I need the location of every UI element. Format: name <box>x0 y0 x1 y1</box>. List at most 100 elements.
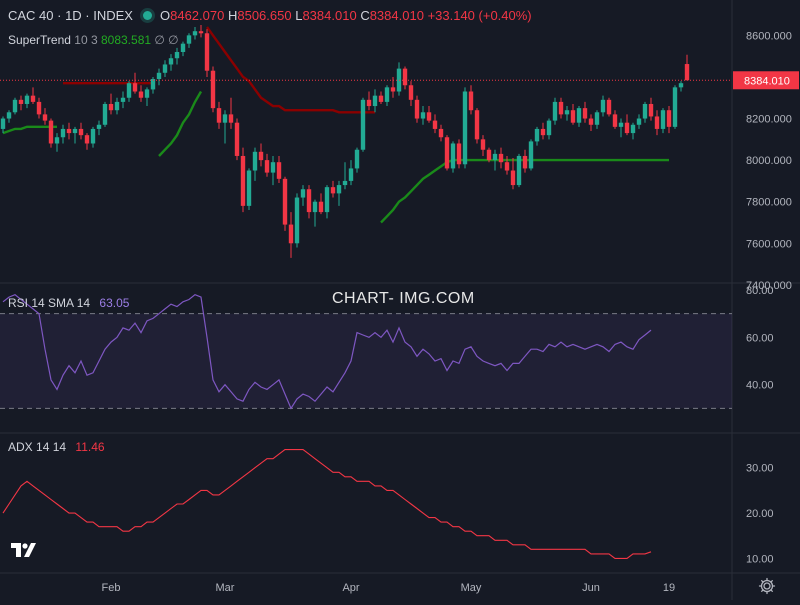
candle-body <box>336 185 342 194</box>
candle-body <box>540 128 546 136</box>
candle-body <box>102 103 108 125</box>
candle-body <box>594 112 600 125</box>
symbol-legend[interactable]: CAC 40 · 1D · INDEX O8462.070 H8506.650 L… <box>8 8 532 23</box>
candle-body <box>150 79 156 90</box>
candle-body <box>90 128 96 144</box>
candle-body <box>666 110 672 127</box>
candle-body <box>78 128 84 136</box>
candle-body <box>648 103 654 117</box>
candle-body <box>132 83 138 92</box>
candle-body <box>30 95 36 102</box>
candle-body <box>672 87 678 127</box>
candle-body <box>288 224 294 244</box>
candle-body <box>468 91 474 111</box>
tradingview-logo-icon[interactable] <box>10 540 38 560</box>
candle-body <box>558 101 564 115</box>
price-tick-label: 7800.000 <box>746 197 792 209</box>
candle-body <box>0 118 6 129</box>
candle-body <box>600 99 606 113</box>
time-tick-label: Jun <box>582 582 600 594</box>
low-value: 8384.010 <box>302 8 357 23</box>
supertrend-line-up <box>2 125 57 135</box>
candle-body <box>36 101 42 115</box>
candle-body <box>180 43 186 52</box>
candle-body <box>234 122 240 156</box>
candle-body <box>84 135 90 144</box>
low-label: L <box>295 8 303 23</box>
rsi-legend[interactable]: RSI 14 SMA 14 63.05 <box>8 296 129 310</box>
candle-body <box>24 95 30 104</box>
candle-body <box>408 85 414 100</box>
rsi-value: 63.05 <box>99 296 130 310</box>
rsi-tick-label: 80.00 <box>746 285 774 297</box>
price-tick-label: 8000.000 <box>746 155 792 167</box>
adx-tick-label: 20.00 <box>746 508 774 520</box>
time-tick-label: May <box>461 582 482 594</box>
candle-body <box>606 99 612 115</box>
candle-body <box>192 31 198 36</box>
candle-body <box>108 103 114 111</box>
adx-tick-label: 30.00 <box>746 463 774 475</box>
price-tick-label: 7600.000 <box>746 238 792 250</box>
candle-body <box>510 170 516 186</box>
candle-body <box>354 149 360 169</box>
time-tick-label: 19 <box>663 582 675 594</box>
candle-body <box>528 141 534 169</box>
candle-body <box>576 108 582 123</box>
rsi-params: 14 SMA 14 <box>31 296 91 310</box>
candle-body <box>174 51 180 59</box>
candle-body <box>282 178 288 225</box>
supertrend-params: 10 3 <box>74 33 98 47</box>
candle-body <box>198 31 204 34</box>
supertrend-legend[interactable]: SuperTrend 10 3 8083.581 ∅ ∅ <box>8 33 179 47</box>
last-price-badge <box>733 71 799 90</box>
candle-body <box>546 120 552 136</box>
last-price-label: 8384.010 <box>744 75 790 87</box>
candle-body <box>444 137 450 169</box>
adx-line <box>2 449 652 559</box>
adx-legend[interactable]: ADX 14 14 11.46 <box>8 440 105 454</box>
candle-body <box>12 99 18 113</box>
candle-body <box>654 116 660 129</box>
candle-body <box>384 87 390 102</box>
candle-body <box>144 89 150 98</box>
price-tick-label: 8200.000 <box>746 114 792 126</box>
supertrend-value: 8083.581 <box>100 33 152 47</box>
candle-body <box>306 189 312 213</box>
candle-body <box>204 33 210 71</box>
adx-value: 11.46 <box>75 440 105 454</box>
candle-body <box>228 114 234 123</box>
candle-body <box>318 201 324 213</box>
candle-body <box>324 187 330 213</box>
symbol-title[interactable]: CAC 40 · 1D · INDEX <box>8 8 133 23</box>
rsi-name: RSI <box>8 296 29 310</box>
adx-tick-label: 10.00 <box>746 553 774 565</box>
change-value: +33.140 (+0.40%) <box>427 8 532 23</box>
candle-body <box>612 114 618 127</box>
candle-body <box>486 149 492 161</box>
candle-body <box>642 103 648 119</box>
candle-body <box>114 101 120 111</box>
candle-body <box>240 155 246 206</box>
price-tick-label: 8600.000 <box>746 30 792 42</box>
candle-body <box>618 122 624 127</box>
adx-name: ADX <box>8 440 33 454</box>
candle-body <box>60 128 66 138</box>
candle-body <box>210 70 216 109</box>
candle-body <box>678 83 684 88</box>
candle-body <box>300 189 306 198</box>
candle-body <box>522 155 528 169</box>
rsi-tick-label: 40.00 <box>746 380 774 392</box>
candle-body <box>588 118 594 125</box>
candle-body <box>264 160 270 173</box>
settings-gear-icon[interactable] <box>758 577 776 595</box>
candle-body <box>402 68 408 86</box>
market-status-dot-icon <box>142 11 152 20</box>
candle-body <box>120 97 126 102</box>
close-value: 8384.010 <box>369 8 424 23</box>
candle-body <box>516 155 522 186</box>
adx-params: 14 14 <box>36 440 67 454</box>
candle-body <box>474 110 480 140</box>
